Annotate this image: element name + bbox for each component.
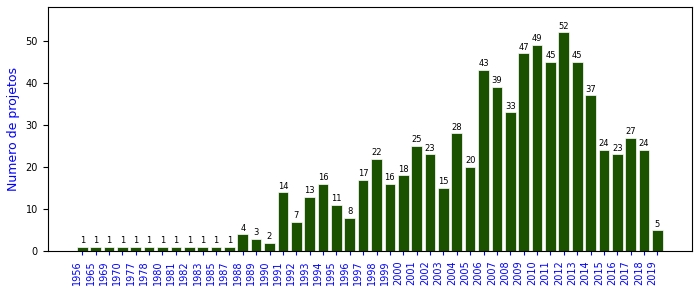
Bar (264, 243, 275, 251)
Bar (465, 167, 475, 251)
Bar (278, 192, 288, 251)
Text: 1: 1 (173, 237, 178, 245)
Bar (518, 53, 529, 251)
Bar (478, 70, 489, 251)
Bar (251, 239, 261, 251)
Bar (438, 188, 449, 251)
Text: 47: 47 (519, 43, 529, 52)
Text: 15: 15 (438, 178, 449, 186)
Bar (184, 247, 194, 251)
Bar (626, 138, 636, 251)
Bar (411, 146, 422, 251)
Bar (171, 247, 181, 251)
Bar (452, 133, 462, 251)
Text: 33: 33 (505, 102, 516, 111)
Bar (345, 218, 355, 251)
Bar (238, 234, 248, 251)
Text: 23: 23 (425, 144, 435, 153)
Text: 1: 1 (93, 237, 99, 245)
Text: 43: 43 (478, 60, 489, 68)
Bar (103, 247, 115, 251)
Bar (572, 62, 582, 251)
Text: 16: 16 (384, 173, 395, 182)
Text: 4: 4 (240, 224, 245, 233)
Text: 23: 23 (612, 144, 623, 153)
Text: 1: 1 (147, 237, 152, 245)
Text: 1: 1 (133, 237, 138, 245)
Bar (612, 154, 623, 251)
Bar (144, 247, 154, 251)
Bar (598, 150, 610, 251)
Bar (559, 32, 569, 251)
Bar (90, 247, 101, 251)
Bar (358, 180, 368, 251)
Text: 28: 28 (452, 123, 462, 132)
Text: 2: 2 (267, 232, 272, 241)
Bar (505, 112, 516, 251)
Text: 39: 39 (491, 76, 502, 85)
Text: 11: 11 (331, 194, 342, 203)
Text: 7: 7 (294, 211, 299, 220)
Bar (532, 45, 542, 251)
Text: 24: 24 (639, 140, 649, 149)
Text: 25: 25 (412, 135, 422, 144)
Bar (224, 247, 235, 251)
Text: 1: 1 (226, 237, 232, 245)
Bar (131, 247, 141, 251)
Text: 45: 45 (545, 51, 556, 60)
Text: 16: 16 (318, 173, 329, 182)
Text: 1: 1 (213, 237, 219, 245)
Bar (291, 222, 301, 251)
Bar (639, 150, 649, 251)
Bar (197, 247, 208, 251)
Bar (491, 87, 503, 251)
Text: 20: 20 (465, 156, 475, 165)
Text: 1: 1 (80, 237, 85, 245)
Text: 13: 13 (304, 186, 315, 195)
Bar (157, 247, 168, 251)
Text: 52: 52 (559, 22, 569, 31)
Text: 14: 14 (278, 182, 288, 191)
Bar (545, 62, 556, 251)
Bar (331, 205, 342, 251)
Bar (425, 154, 435, 251)
Text: 49: 49 (532, 34, 542, 43)
Text: 3: 3 (254, 228, 259, 237)
Text: 1: 1 (187, 237, 192, 245)
Bar (77, 247, 87, 251)
Text: 1: 1 (160, 237, 165, 245)
Bar (384, 184, 395, 251)
Text: 22: 22 (371, 148, 382, 157)
Bar (210, 247, 222, 251)
Bar (398, 175, 409, 251)
Bar (371, 159, 382, 251)
Text: 45: 45 (572, 51, 582, 60)
Text: 27: 27 (626, 127, 636, 136)
Bar (585, 95, 596, 251)
Text: 1: 1 (200, 237, 206, 245)
Text: 37: 37 (585, 85, 596, 94)
Text: 5: 5 (655, 220, 660, 229)
Bar (317, 184, 329, 251)
Text: 17: 17 (358, 169, 368, 178)
Text: 8: 8 (347, 207, 352, 216)
Y-axis label: Numero de projetos: Numero de projetos (7, 67, 20, 191)
Bar (304, 197, 315, 251)
Text: 1: 1 (106, 237, 112, 245)
Text: 1: 1 (120, 237, 125, 245)
Bar (117, 247, 128, 251)
Text: 18: 18 (398, 165, 409, 174)
Text: 24: 24 (598, 140, 609, 149)
Bar (652, 230, 663, 251)
